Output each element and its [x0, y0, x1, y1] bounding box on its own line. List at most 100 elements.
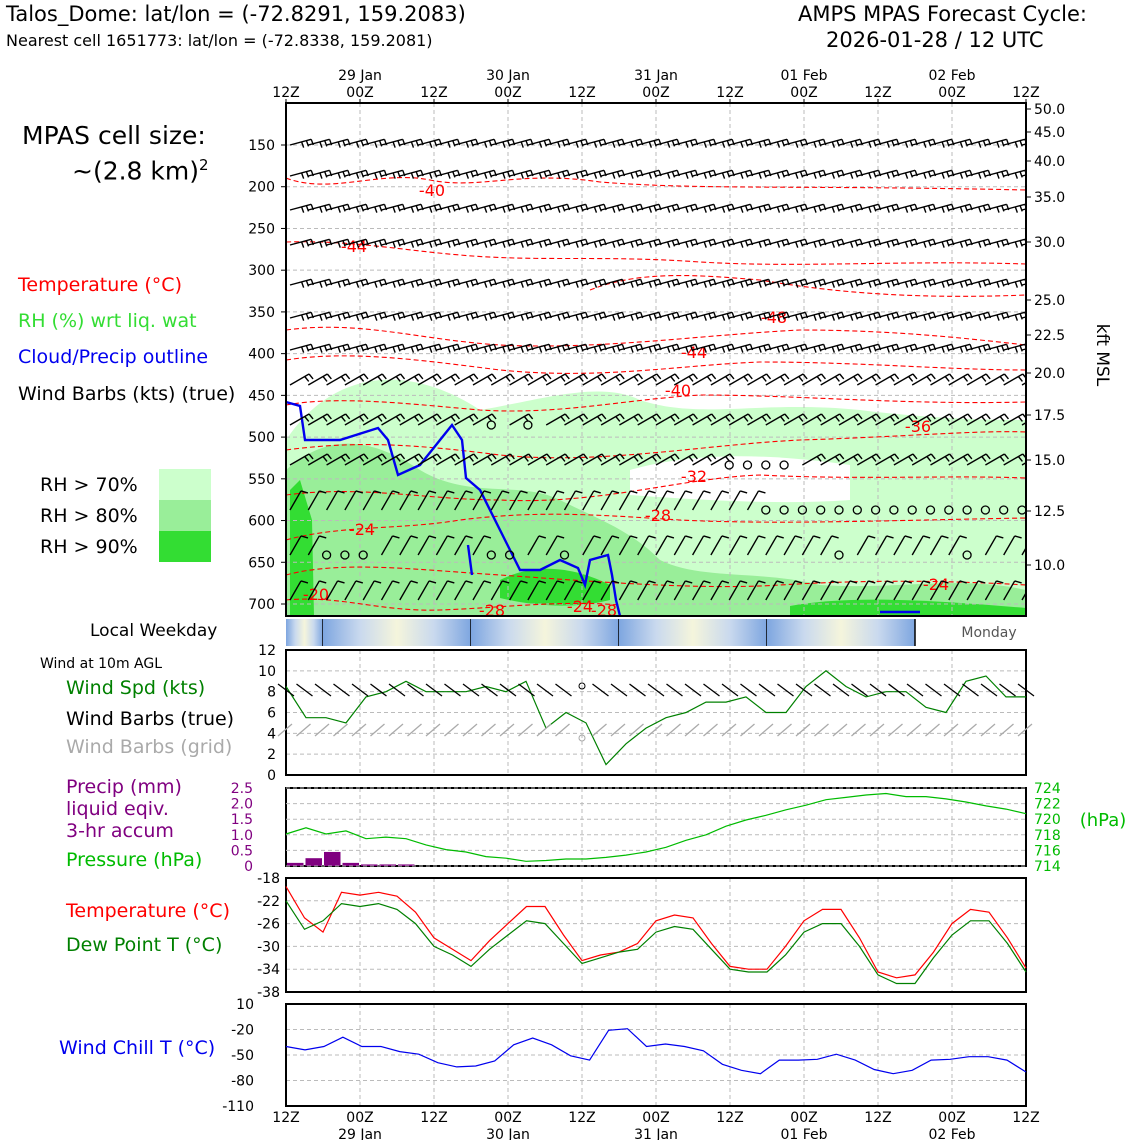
wind-barb-shaft: [966, 169, 989, 177]
wind-barb-shaft: [381, 138, 403, 146]
wind-barb-feather: [324, 345, 328, 352]
wind-barb-feather: [781, 205, 785, 212]
wind-barb-feather: [962, 376, 969, 382]
wind-barb-feather: [502, 490, 510, 494]
wind-barb-feather: [1034, 315, 1036, 321]
wind-barb-shaft: [838, 169, 861, 177]
wind-barb-shaft: [765, 203, 788, 211]
wind-barb-shaft: [546, 238, 568, 246]
wind-barb-shaft: [1003, 169, 1026, 177]
wind-barb-shaft: [1003, 203, 1026, 211]
wind-barb-10m: [407, 683, 424, 697]
wind-barb-shaft: [710, 580, 723, 601]
wind-barb-shaft: [637, 453, 658, 466]
wind-barb-feather: [886, 281, 890, 288]
wind-barb-feather: [583, 413, 589, 420]
wind-barb-shaft: [564, 343, 586, 351]
weekday-band: [323, 619, 471, 646]
wind-barb-shaft: [948, 138, 971, 146]
wind-barb-shaft: [820, 535, 833, 556]
wind-barb-feather: [392, 206, 396, 213]
wind-barb-shaft: [710, 453, 731, 466]
wind-barb-shaft: [930, 343, 952, 351]
temperature-contour-label: -44: [681, 343, 707, 362]
weekday-band: [619, 619, 767, 646]
wind-barb-feather: [378, 280, 383, 287]
wind-barb-feather: [543, 345, 548, 352]
wind-barb-feather: [359, 456, 365, 462]
wind-barb-shaft: [399, 580, 412, 601]
wind-barb-shaft: [472, 169, 495, 177]
wind-barb-feather: [648, 241, 653, 248]
wind-barb-feather: [923, 346, 927, 353]
wind-barb-feather: [946, 240, 950, 247]
wind-barb-feather: [873, 280, 877, 287]
wind-barb-feather: [520, 141, 524, 148]
dry-slot: [630, 456, 850, 503]
wind-barb-feather: [690, 345, 694, 352]
bottom-time-tick: 12Z: [272, 1110, 299, 1126]
station-title: Talos_Dome: lat/lon = (-72.8291, 159.208…: [6, 2, 466, 26]
wind-barb-shaft: [783, 169, 806, 177]
wind-barb-shaft: [527, 580, 540, 601]
wind-barb-shaft: [747, 169, 769, 177]
wind-barb-feather: [580, 171, 584, 178]
height-axis-label: kft MSL: [1092, 324, 1112, 387]
bottom-time-tick: 00Z: [346, 1110, 373, 1126]
wind-barb-feather: [904, 314, 909, 321]
wind-barb-feather: [813, 141, 817, 148]
cell-size-exponent: 2: [199, 156, 209, 174]
wind-barb-shaft: [582, 169, 605, 177]
wind-barb-feather: [377, 376, 383, 382]
wind-barb-feather: [651, 376, 657, 382]
wind-barb-feather: [706, 456, 712, 462]
wind-barb-feather: [612, 141, 616, 148]
wind-barb-shaft: [673, 535, 686, 556]
wind-barb-feather: [685, 314, 689, 321]
bottom-date-tick: 31 Jan: [634, 1127, 678, 1140]
calm-circle: [486, 420, 496, 430]
wind-barb-feather: [543, 313, 548, 320]
wind-spd-label: Wind Spd (kts): [66, 677, 206, 699]
wind-barb-feather: [342, 345, 346, 352]
wind-barb-shaft: [728, 580, 741, 601]
wind-barb-feather: [447, 490, 455, 494]
wind-barb-shaft: [619, 311, 641, 319]
wind-barb-shaft: [820, 343, 843, 351]
wind-barb-shaft: [545, 535, 558, 556]
wind-barb-feather: [319, 172, 323, 179]
wind-barb-feather: [415, 240, 419, 247]
wind-barb-feather: [927, 205, 932, 212]
wind-barb-feather: [854, 240, 859, 247]
wind-barb-shaft: [436, 203, 458, 211]
wind-barb-feather: [982, 171, 987, 178]
rh90-swatch: [159, 531, 211, 562]
wind-barb-feather: [1038, 141, 1040, 147]
wind-barb-shaft: [802, 413, 822, 426]
wind-barb-10m: [943, 683, 961, 697]
wind-barb-feather: [857, 453, 863, 460]
calm-circle: [724, 460, 734, 470]
wind-barb-shaft: [911, 580, 924, 601]
wind-barb-feather: [962, 416, 969, 422]
wind-barb-feather: [795, 281, 799, 288]
wind-barb-feather: [452, 171, 456, 178]
wind-barb-shaft: [399, 203, 422, 211]
wind-barb-shaft: [546, 169, 568, 177]
wind-barb-shaft: [380, 580, 394, 601]
wind-barb-10m: [777, 683, 794, 697]
wind-barb-feather: [999, 376, 1005, 382]
wind-barb-feather: [507, 313, 511, 320]
wind-barb-feather: [305, 345, 310, 352]
wind-barb-shaft: [417, 138, 440, 146]
wind-barb-grid: [499, 723, 515, 737]
wind-barb-shaft: [1003, 413, 1024, 426]
cycle-title: 2026-01-28 / 12 UTC: [826, 28, 1044, 52]
wind-barb-shaft: [289, 453, 310, 466]
pressure-ytick: 722: [1034, 797, 1061, 813]
wind-barb-feather: [400, 413, 406, 420]
wind-barb-feather: [381, 373, 387, 380]
calm-circle: [578, 682, 586, 690]
wind-barb-shaft: [362, 490, 375, 511]
wind-barb-shaft: [472, 490, 485, 511]
